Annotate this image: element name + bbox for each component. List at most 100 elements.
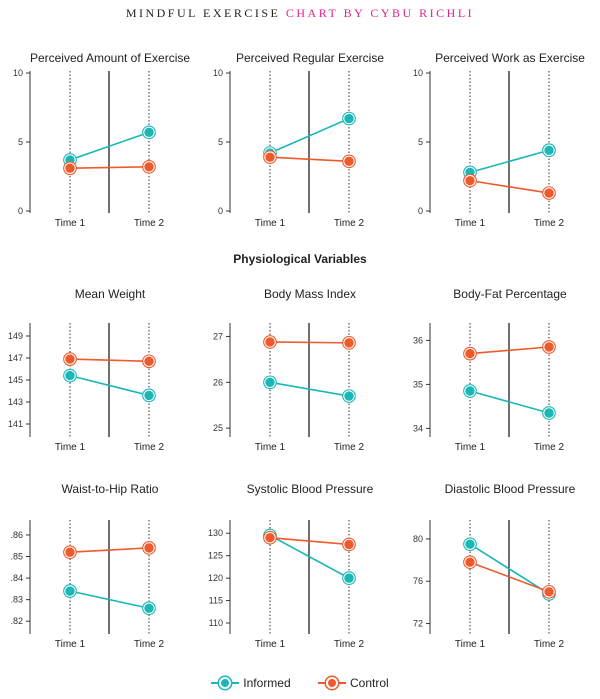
y-tick-label: 26 xyxy=(213,377,223,387)
y-tick-label: 130 xyxy=(208,528,223,538)
series-line-control xyxy=(69,166,150,170)
data-point-informed xyxy=(142,601,156,615)
data-point-ring xyxy=(463,346,477,361)
data-point-ring xyxy=(463,555,477,570)
data-point-control xyxy=(142,354,156,368)
x-tick-label: Time 1 xyxy=(255,218,286,229)
chart-title: Waist-to-Hip Ratio xyxy=(62,482,159,496)
data-point-ring xyxy=(542,186,556,200)
data-point-ring xyxy=(342,154,356,169)
chart-panel: Body Mass Index 25 26 27 Time 1 Time 2 xyxy=(213,287,365,453)
y-tick-label: 145 xyxy=(8,375,23,385)
data-point-informed xyxy=(542,143,556,157)
chart-panel: Waist-to-Hip Ratio .82 .83 .84 .85 .86 Time 1 T… xyxy=(10,482,164,650)
data-point-ring xyxy=(542,143,556,158)
chart-panel: Mean Weight 141 143 145 147 149 Time 1 Time 2 xyxy=(8,287,165,453)
y-tick-label: 141 xyxy=(8,419,23,429)
series-line-control xyxy=(469,561,550,593)
data-point-ring xyxy=(63,584,77,598)
x-tick-label: Time 2 xyxy=(534,218,565,229)
series-line-control xyxy=(269,341,350,344)
data-point-informed xyxy=(142,389,156,402)
data-point-ring xyxy=(342,571,356,585)
chart-title: Perceived Regular Exercise xyxy=(236,51,384,65)
chart-title: Diastolic Blood Pressure xyxy=(445,482,576,496)
series-line-informed xyxy=(269,117,350,154)
chart-title: Body-Fat Percentage xyxy=(453,287,567,301)
header-title: MINDFUL EXERCISE xyxy=(125,6,281,20)
legend-item-control: Control xyxy=(318,676,389,690)
y-tick-label: 25 xyxy=(213,423,223,433)
series-line-control xyxy=(269,156,350,163)
chart-panel: Body-Fat Percentage 34 35 36 Time 1 Time 2 xyxy=(413,287,567,453)
y-tick-label: 34 xyxy=(413,423,423,433)
data-point-ring xyxy=(342,389,356,403)
series-line-control xyxy=(469,346,550,355)
data-point-ring xyxy=(263,375,277,390)
series-line-control xyxy=(269,536,350,546)
x-tick-label: Time 2 xyxy=(334,442,365,453)
x-tick-label: Time 2 xyxy=(534,442,565,453)
data-point-ring xyxy=(142,388,156,403)
x-tick-label: Time 1 xyxy=(455,639,486,650)
data-point-ring xyxy=(142,159,156,174)
data-point-control xyxy=(63,352,77,366)
y-tick-label: 10 xyxy=(413,68,423,78)
data-point-control xyxy=(542,186,556,200)
data-point-control xyxy=(542,340,556,354)
chart-title: Perceived Work as Exercise xyxy=(435,51,585,65)
data-point-ring xyxy=(142,125,156,140)
data-point-ring xyxy=(263,335,277,349)
data-point-control xyxy=(463,174,477,187)
data-point-ring xyxy=(542,340,556,354)
legend-item-informed: Informed xyxy=(211,676,291,690)
y-tick-label: 5 xyxy=(418,137,423,147)
data-point-ring xyxy=(63,545,77,560)
chart-title: Systolic Blood Pressure xyxy=(247,482,374,496)
y-tick-label: 147 xyxy=(8,353,23,363)
charts-grid: Perceived Amount of Exercise 0 5 10 Time 1 Ti… xyxy=(8,51,585,650)
data-point-ring xyxy=(463,537,477,552)
data-point-control xyxy=(263,150,277,164)
series-line-informed xyxy=(469,543,550,595)
y-tick-label: 35 xyxy=(413,379,423,389)
data-point-informed xyxy=(342,112,356,125)
chart-title: Perceived Amount of Exercise xyxy=(30,51,190,65)
data-point-control xyxy=(342,155,356,168)
chart-panel: Diastolic Blood Pressure 72 76 80 Time 1 Time… xyxy=(413,482,576,650)
chart-title: Mean Weight xyxy=(75,287,146,301)
section-title: Physiological Variables xyxy=(233,252,367,266)
legend-control-icon xyxy=(318,676,346,690)
chart-title: Body Mass Index xyxy=(264,287,356,301)
data-point-ring xyxy=(342,336,356,350)
data-point-ring xyxy=(463,173,477,188)
y-tick-label: 5 xyxy=(18,137,23,147)
y-tick-label: 0 xyxy=(418,206,423,216)
chart-header: MINDFUL EXERCISE CHART BY CYBU RICHLI xyxy=(0,6,600,21)
data-point-ring xyxy=(342,537,356,552)
series-line-informed xyxy=(469,390,550,414)
data-point-informed xyxy=(63,369,77,382)
series-line-control xyxy=(69,358,150,363)
data-point-ring xyxy=(142,354,156,369)
series-line-informed xyxy=(69,374,150,397)
data-point-ring xyxy=(63,368,77,383)
data-point-control xyxy=(142,541,156,555)
y-tick-label: 36 xyxy=(413,335,423,345)
y-tick-label: 149 xyxy=(8,331,23,341)
data-point-ring xyxy=(142,541,156,555)
data-point-informed xyxy=(342,571,356,585)
data-point-ring xyxy=(263,530,277,545)
y-tick-label: 10 xyxy=(213,68,223,78)
legend-label-control: Control xyxy=(350,676,389,690)
y-tick-label: 72 xyxy=(413,619,423,629)
data-point-control xyxy=(342,538,356,551)
data-point-ring xyxy=(342,111,356,126)
y-tick-label: 0 xyxy=(18,206,23,216)
series-line-informed xyxy=(269,534,350,579)
data-point-ring xyxy=(63,352,77,366)
legend-informed-icon xyxy=(211,676,240,690)
y-tick-label: 80 xyxy=(413,534,423,544)
data-point-control xyxy=(263,531,277,545)
x-tick-label: Time 2 xyxy=(534,639,565,650)
